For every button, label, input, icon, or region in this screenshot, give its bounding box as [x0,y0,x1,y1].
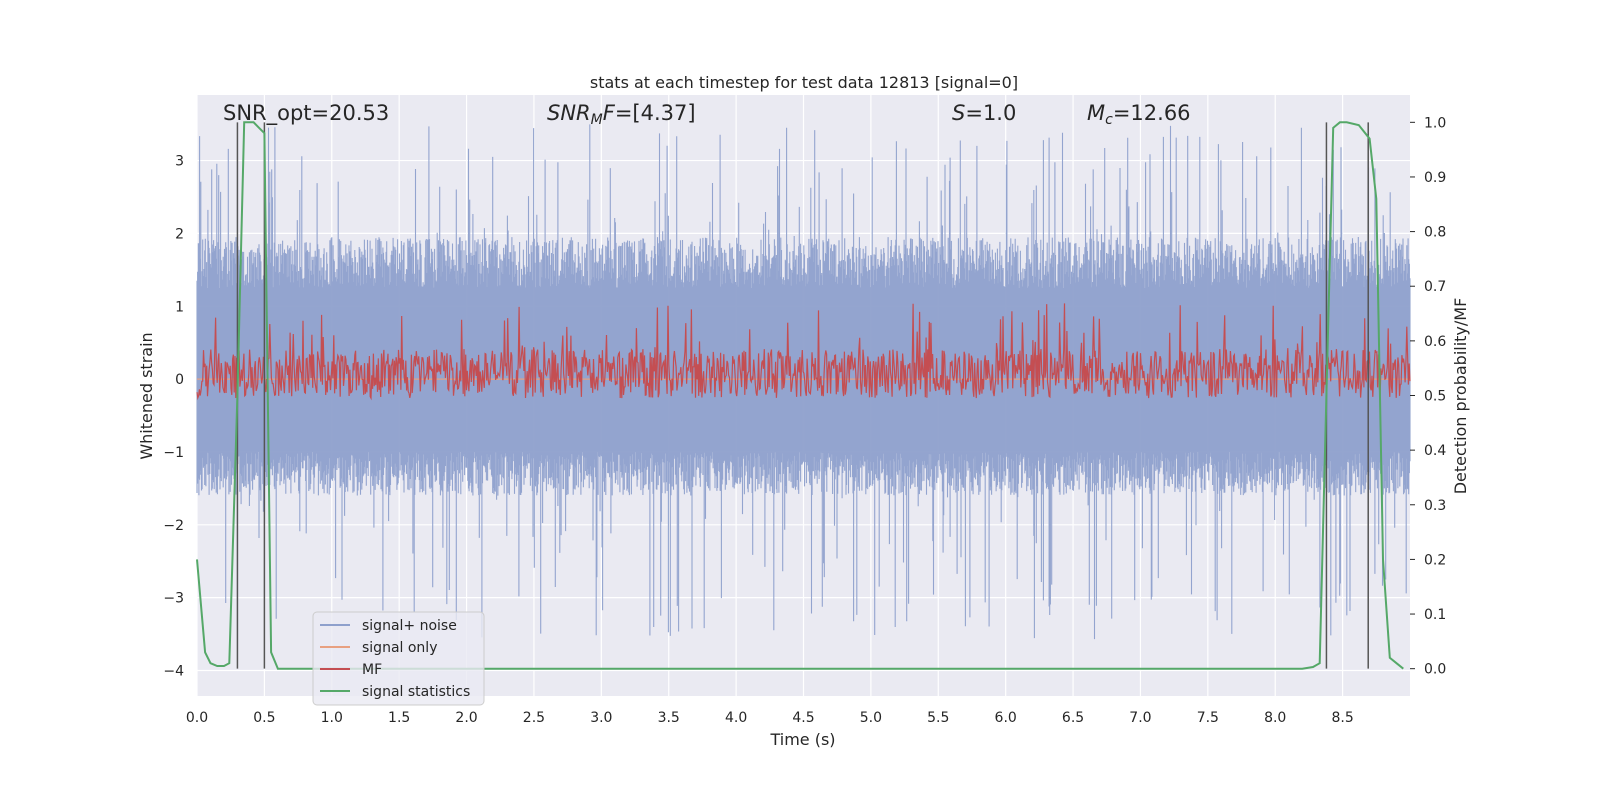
x-tick-label: 6.5 [1062,710,1084,726]
x-tick-label: 7.0 [1129,710,1151,726]
y-axis-label: Whitened strain [137,332,156,459]
x-tick-label: 2.0 [455,710,477,726]
annotations: SNR_opt=20.53 SNRMF=[4.37] S=1.0 Mc=12.6… [223,101,1191,128]
x-tick-label: 1.0 [321,710,343,726]
series-signal-statistics [196,121,1404,670]
x-tick-label: 3.0 [590,710,612,726]
annotation-s: S=1.0 [952,101,1016,125]
x-tick-label: 7.5 [1197,710,1219,726]
legend-label-signal-noise: signal+ noise [362,618,457,634]
annotation-snr-opt: SNR_opt=20.53 [223,101,389,126]
y-right-tick-label: 0.6 [1424,334,1446,350]
x-tick-label: 0.0 [186,710,208,726]
y-right-tick-label: 0.0 [1424,662,1446,678]
y-tick-label: 0 [175,372,184,388]
legend-label-signal-only: signal only [362,640,437,656]
x-tick-label: 3.5 [658,710,680,726]
y-tick-label: −2 [163,518,184,534]
x-tick-label: 5.0 [860,710,882,726]
y-right-tick-label: 0.2 [1424,552,1446,568]
y-right-tick-label: 0.1 [1424,607,1446,623]
x-tick-label: 8.0 [1264,710,1286,726]
x-tick-label: 8.5 [1331,710,1353,726]
y-right-tick-label: 0.5 [1424,389,1446,405]
x-tick-label: 6.0 [995,710,1017,726]
y-right-tick-label: 0.4 [1424,443,1446,459]
x-tick-label: 5.5 [927,710,949,726]
annotation-snr-mf: SNRMF=[4.37] [547,101,696,128]
legend-label-signal-statistics: signal statistics [362,684,470,700]
y-right-tick-label: 0.7 [1424,279,1446,295]
legend-frame [312,611,485,706]
x-axis-label: Time (s) [769,730,835,749]
y-right-tick-label: 0.3 [1424,498,1446,514]
y-tick-label: 1 [175,299,184,315]
x-tick-label: 0.5 [253,710,275,726]
annotation-mc: Mc=12.66 [1087,101,1191,128]
y-tick-label: −3 [163,591,184,607]
y-tick-label: −4 [163,664,184,680]
x-tick-label: 2.5 [523,710,545,726]
y-right-tick-label: 1.0 [1424,115,1446,131]
series-mf [196,303,1411,401]
x-tick-labels: 0.0 0.5 1.0 1.5 2.0 2.5 3.0 3.5 4.0 4.5 5.0 5.5 6.0 6… [186,710,1354,726]
y-right-tick-label: 0.9 [1424,170,1446,186]
x-tick-label: 1.5 [388,710,410,726]
legend-label-mf: MF [362,662,382,678]
x-tick-label: 4.0 [725,710,747,726]
y-tick-labels: −4 −3 −2 −1 0 1 2 3 [163,154,184,680]
y-tick-label: 2 [175,226,184,242]
chart-title: stats at each timestep for test data 128… [590,73,1018,92]
y-tick-label: 3 [175,154,184,170]
y-tick-label: −1 [163,445,184,461]
x-tick-label: 4.5 [792,710,814,726]
y-right-tick-labels: 0.0 0.1 0.2 0.3 0.4 0.5 0.6 0.7 0.8 0.9 1.0 [1410,115,1446,678]
y-right-axis-label: Detection probability/MF [1451,298,1470,495]
legend: signal+ noise signal only MF signal stat… [312,611,485,706]
y-right-tick-label: 0.8 [1424,225,1446,241]
